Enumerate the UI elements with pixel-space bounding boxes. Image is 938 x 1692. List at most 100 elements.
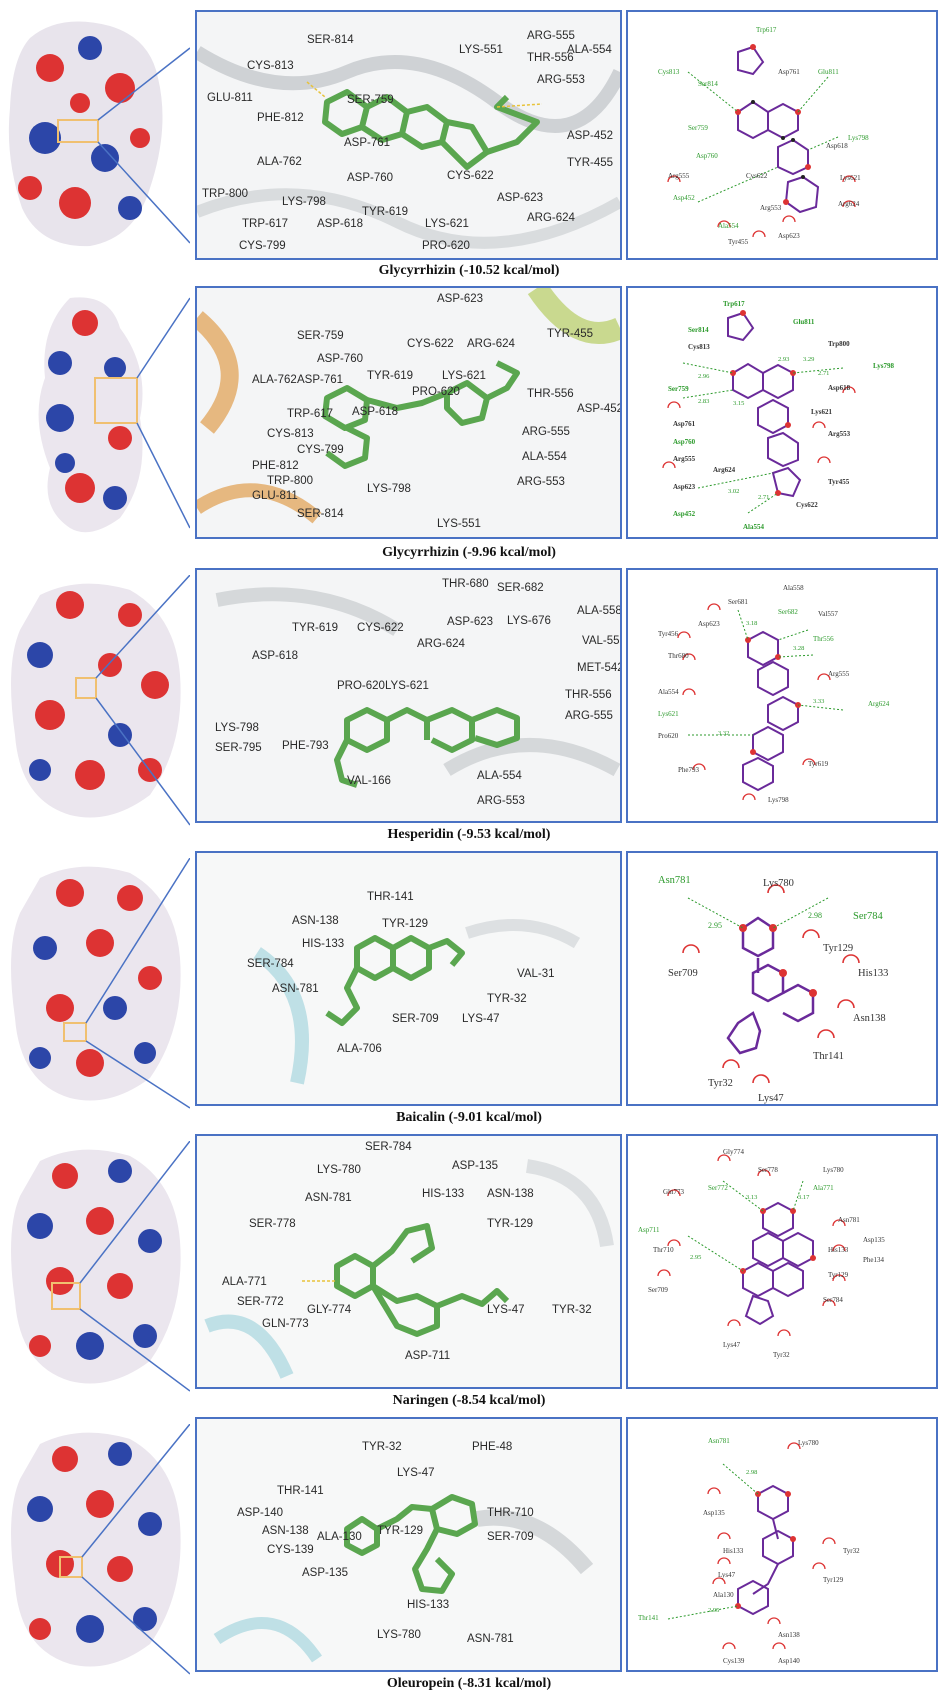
residue-label: ASN-781 bbox=[305, 1192, 352, 1204]
ligplot-residue: Trp800 bbox=[828, 340, 850, 348]
ligplot-residue: Asp618 bbox=[826, 142, 848, 150]
residue-label: HIS-133 bbox=[422, 1188, 465, 1200]
hbond-distance: 3.29 bbox=[803, 356, 815, 363]
residue-label: LYS-676 bbox=[507, 615, 551, 627]
residue-label: ASP-760 bbox=[317, 353, 364, 365]
binding-site-box bbox=[75, 677, 97, 699]
ligplot-residue: Cys622 bbox=[796, 501, 818, 509]
ligplot-residue: Lys780 bbox=[763, 878, 794, 889]
ligplot-residue: Ala554 bbox=[743, 523, 764, 531]
residue-label: THR-556 bbox=[527, 52, 574, 64]
ligplot-residue: Tyr455 bbox=[828, 478, 850, 486]
ligplot-residue: Asn781 bbox=[838, 1216, 860, 1224]
ligplot-residue: Asp623 bbox=[778, 232, 800, 240]
residue-label: ARG-553 bbox=[517, 476, 565, 488]
panel-row-3: THR-680 SER-682 ALA-558 TYR-619 CYS-622 … bbox=[0, 565, 938, 848]
residue-label: ASP-452 bbox=[567, 130, 614, 142]
ligplot-residue: Asn781 bbox=[708, 1437, 730, 1445]
ligplot-residue: Thr141 bbox=[813, 1051, 844, 1062]
ligand-glycyrrhizin bbox=[322, 89, 540, 170]
protein-surface-3 bbox=[0, 575, 190, 830]
binding-site-box bbox=[57, 119, 99, 143]
residue-label: ALA-762 bbox=[257, 156, 302, 168]
ligplot-residue: Arg555 bbox=[673, 455, 696, 463]
residue-label: CYS-813 bbox=[267, 428, 314, 440]
hbond-distance: 2.71 bbox=[818, 370, 830, 377]
ligplot-residue: Thr680 bbox=[668, 652, 689, 660]
panel-caption-1: Glycyrrhizin (-10.52 kcal/mol) bbox=[378, 263, 560, 278]
ligplot-residue: Ser681 bbox=[728, 598, 748, 606]
ligplot-residue: Asp140 bbox=[778, 1657, 800, 1665]
panel-caption-2: Glycyrrhizin (-9.96 kcal/mol) bbox=[382, 545, 556, 560]
ligplot-residue: Cys813 bbox=[658, 68, 680, 76]
ligplot-residue: Arg624 bbox=[713, 466, 736, 474]
ligplot-residue: Thr141 bbox=[638, 1614, 659, 1622]
residue-label: THR-141 bbox=[277, 1485, 324, 1497]
residue-label: LYS-798 bbox=[215, 722, 259, 734]
ligplot-residue: Lys621 bbox=[658, 710, 679, 718]
ligplot-diagram-6: Asn781 Lys780 Asp135 His133 Tyr32 Lys47 … bbox=[626, 1417, 938, 1672]
residue-label: VAL-166 bbox=[347, 775, 391, 787]
binding-pocket-view-6: TYR-32 PHE-48 LYS-47 THR-141 ASP-140 THR… bbox=[195, 1417, 622, 1672]
ligplot-diagram-5: Gly774 Ser772 Ser778 Lys780 Gln773 Ala77… bbox=[626, 1134, 938, 1389]
panel-row-1: SER-814 CYS-813 GLU-811 PHE-812 SER-759 … bbox=[0, 0, 938, 283]
ligplot-residue: Asp452 bbox=[673, 194, 695, 202]
residue-label: SER-814 bbox=[297, 508, 344, 520]
residue-label: SER-682 bbox=[497, 582, 544, 594]
residue-label: ASP-711 bbox=[405, 1350, 451, 1362]
residue-label: THR-710 bbox=[487, 1507, 534, 1519]
residue-label: TYR-455 bbox=[567, 157, 614, 169]
ligplot-residue: Asn781 bbox=[658, 875, 691, 886]
residue-label: LYS-47 bbox=[487, 1304, 525, 1316]
binding-pocket-view-2: ASP-623 SER-759 CYS-622 ARG-624 TYR-455 … bbox=[195, 286, 622, 539]
hbond-distance: 2.71 bbox=[758, 494, 770, 501]
ligplot-residue: Tyr129 bbox=[823, 943, 854, 954]
binding-pocket-view-5: SER-784 LYS-780 ASP-135 ASN-781 HIS-133 … bbox=[195, 1134, 622, 1389]
residue-label: LYS-780 bbox=[377, 1629, 421, 1641]
ligplot-residue: Trp617 bbox=[756, 26, 777, 34]
residue-label: ASP-761 bbox=[297, 374, 344, 386]
residue-label: LYS-621 bbox=[425, 218, 469, 230]
residue-label: PRO-620 bbox=[337, 680, 385, 692]
residue-label: CYS-799 bbox=[239, 240, 286, 252]
residue-label: CYS-622 bbox=[447, 170, 494, 182]
panel-caption-3: Hesperidin (-9.53 kcal/mol) bbox=[387, 827, 551, 842]
ligplot-residue: Ser709 bbox=[668, 968, 698, 979]
residue-label: CYS-139 bbox=[267, 1544, 314, 1556]
ligplot-residue: Tyr455 bbox=[728, 238, 749, 246]
residue-label: ALA-130 bbox=[317, 1531, 362, 1543]
residue-label: ASN-138 bbox=[262, 1525, 309, 1537]
ligplot-residue: Asn138 bbox=[778, 1631, 800, 1639]
residue-label: ARG-555 bbox=[565, 710, 613, 722]
residue-label: ASN-781 bbox=[272, 983, 319, 995]
ligplot-residue: Cys139 bbox=[723, 1657, 745, 1665]
ligand-naringen bbox=[334, 1223, 510, 1337]
panel-row-2: ASP-623 SER-759 CYS-622 ARG-624 TYR-455 … bbox=[0, 283, 938, 565]
residue-label: ASP-761 bbox=[344, 137, 391, 149]
residue-label: PHE-812 bbox=[252, 460, 299, 472]
ligplot-residue: Ser709 bbox=[648, 1286, 668, 1294]
residue-label: HIS-133 bbox=[407, 1599, 450, 1611]
residue-label: CYS-799 bbox=[297, 444, 344, 456]
residue-label: TYR-32 bbox=[552, 1304, 592, 1316]
ligplot-residue: Lys798 bbox=[848, 134, 869, 142]
residue-label: SER-772 bbox=[237, 1296, 284, 1308]
hbond-distance: 3.28 bbox=[793, 645, 805, 652]
residue-label: ASP-140 bbox=[237, 1507, 284, 1519]
residue-label: TRP-617 bbox=[287, 408, 334, 420]
residue-label: GLU-811 bbox=[252, 490, 298, 502]
binding-pocket-view-4: THR-141 ASN-138 TYR-129 HIS-133 SER-784 … bbox=[195, 851, 622, 1106]
residue-label: ASN-138 bbox=[487, 1188, 534, 1200]
protein-surface-4 bbox=[0, 858, 190, 1113]
residue-label: THR-680 bbox=[442, 578, 489, 590]
ligplot-residue: Asp452 bbox=[673, 510, 696, 518]
ligplot-diagram-4: Asn781 Lys780 Ser784 Tyr129 Ser709 His13… bbox=[626, 851, 938, 1106]
residue-label: TYR-129 bbox=[377, 1525, 424, 1537]
residue-label: ASP-623 bbox=[497, 192, 544, 204]
hbond-distance: 3.32 bbox=[718, 730, 730, 737]
residue-label: SER-759 bbox=[347, 94, 394, 106]
ligplot-residue: Arg555 bbox=[828, 670, 850, 678]
ligplot-residue: Lys47 bbox=[718, 1571, 736, 1579]
hbond-distance: 3.02 bbox=[728, 488, 740, 495]
residue-label: THR-556 bbox=[527, 388, 574, 400]
